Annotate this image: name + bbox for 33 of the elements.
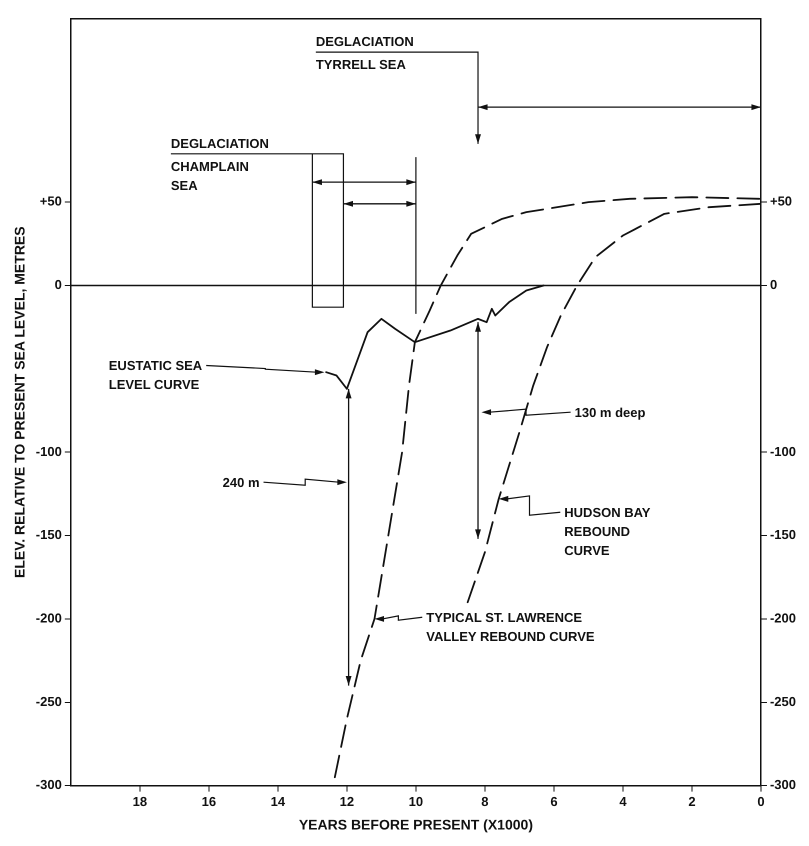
y2-tick-label: -100 — [770, 444, 796, 459]
x-tick-label: 14 — [270, 794, 286, 809]
y2-tick-label: -300 — [770, 777, 796, 792]
x-tick-label: 10 — [408, 794, 424, 809]
annotation: 130 m deep — [574, 404, 646, 422]
y-tick-label: 0 — [54, 277, 62, 292]
y2-tick-label: 0 — [770, 277, 778, 292]
y2-tick-label: -250 — [770, 694, 796, 709]
annotation: TYPICAL ST. LAWRENCE VALLEY REBOUND CURVE — [426, 608, 595, 646]
x-tick-label: 18 — [132, 794, 148, 809]
y-tick-label: +50 — [40, 194, 62, 209]
y-tick-label: -200 — [36, 610, 62, 626]
annotation: EUSTATIC SEA LEVEL CURVE — [108, 357, 202, 394]
y2-tick-label: -150 — [770, 527, 796, 542]
x-tick-label: 16 — [202, 794, 216, 809]
y-tick-label: -250 — [36, 694, 62, 709]
annotation: 240 m — [222, 474, 260, 492]
x-tick-label: 6 — [550, 794, 558, 809]
x-tick-label: 0 — [757, 794, 765, 809]
x-tick-label: 4 — [619, 794, 628, 809]
y-tick-label: -100 — [36, 444, 62, 459]
x-tick-label: 8 — [481, 794, 489, 809]
x-tick-label: 2 — [688, 794, 696, 809]
y2-tick-label: -200 — [770, 610, 796, 626]
x-axis-title: YEARS BEFORE PRESENT (X1000) — [298, 816, 533, 832]
y2-tick-label: +50 — [770, 194, 792, 209]
x-tick-label: 12 — [340, 794, 354, 809]
y-tick-label: -300 — [36, 777, 62, 792]
annotation: HUDSON BAY REBOUND CURVE — [564, 504, 650, 560]
y-axis-title: ELEV. RELATIVE TO PRESENT SEA LEVEL, METRES — [11, 226, 28, 578]
annotation: DEGLACIATION CHAMPLAIN SEA — [170, 134, 269, 195]
annotation: DEGLACIATION TYRRELL SEA — [316, 33, 414, 74]
y-tick-label: -150 — [36, 527, 62, 542]
